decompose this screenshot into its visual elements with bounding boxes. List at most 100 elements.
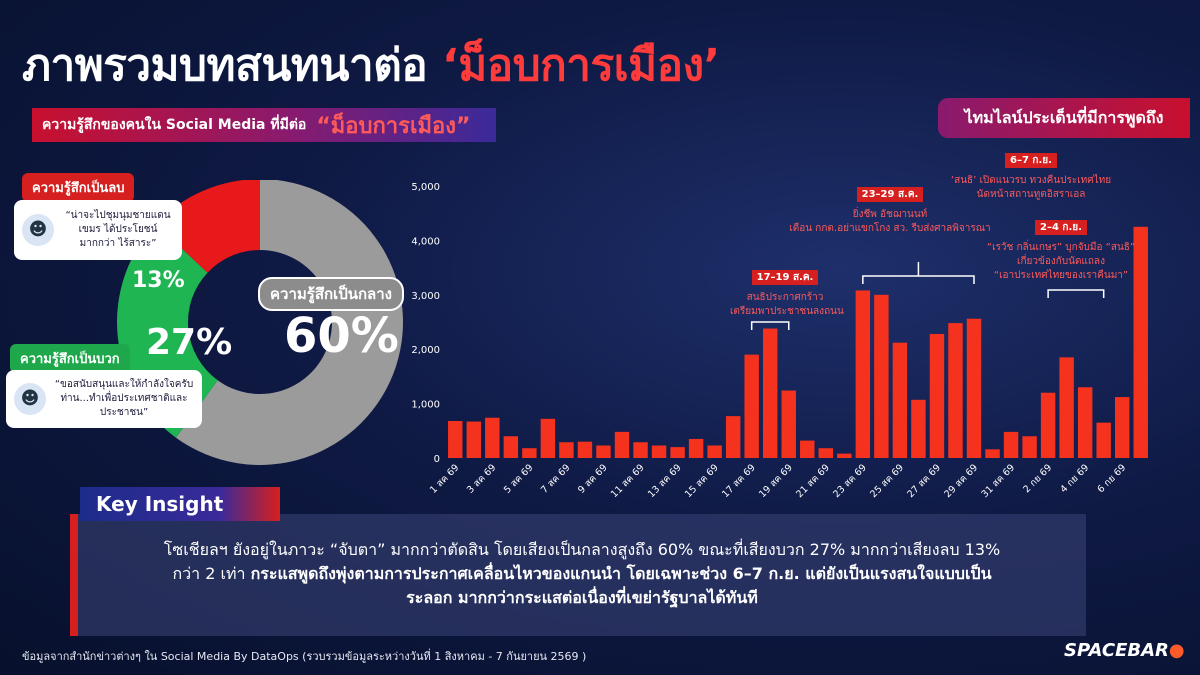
spacebar-logo: SPACEBAR● [1064,640,1185,661]
bar [1022,436,1037,458]
negative-quote-card: ☻ “น่าจะไปชุมนุมชายแดน เขมร ได้ประโยชน์ม… [14,200,182,260]
x-tick-label: 29 สค 69 [942,462,980,500]
event-line: สนธิประกาศกร้าว [746,292,824,303]
positive-label: ความรู้สึกเป็นบวก [10,344,130,373]
x-tick-label: 21 สค 69 [794,462,832,500]
bar [1096,422,1111,458]
x-tick-label: 5 สค 69 [502,462,535,495]
bar [818,448,834,458]
positive-quote: “ขอสนับสนุนและให้กำลังใจครับ ท่าน...ทำเพ… [54,379,194,418]
negative-label: ความรู้สึกเป็นลบ [22,173,135,202]
x-tick-label: 7 สค 69 [539,462,572,495]
bar [744,354,759,458]
title-prefix: ภาพรวมบทสนทนาต่อ [22,40,428,91]
key-insight-line2-bold: กระแสพูดถึงพุ่งตามการประกาศเคลื่อนไหวของ… [250,564,992,583]
bar [762,328,778,458]
sentiment-banner-text: ความรู้สึกของคนใน Social Media ที่มีต่อ [42,117,307,133]
key-insight-line2: กว่า 2 เท่า กระแสพูดถึงพุ่งตามการประกาศเ… [98,562,1066,586]
bar [688,438,704,458]
bar [1114,397,1130,458]
bar [929,333,945,458]
y-tick-label: 2,000 [411,345,440,356]
key-insight-line3-bold: ระลอก มากกว่ากระแสต่อเนื่องที่เขย่ารัฐบา… [406,588,758,607]
logo-text: SPACEBAR [1064,640,1169,661]
positive-pct: 27% [146,322,233,363]
bar [985,449,1000,458]
key-insight-line3: ระลอก มากกว่ากระแสต่อเนื่องที่เขย่ารัฐบา… [98,586,1066,610]
donut-slice-neutral [175,180,403,465]
positive-quote-card: ☻ “ขอสนับสนุนและให้กำลังใจครับ ท่าน...ทำ… [6,370,202,428]
bar [522,448,537,458]
bar [503,436,519,458]
bar [855,290,871,458]
bar [614,431,630,458]
bar [1040,392,1056,458]
sentiment-banner-highlight: “ม็อบการเมือง” [316,113,471,139]
bar [1133,226,1148,458]
y-tick-label: 1,000 [411,400,440,411]
y-axis: 0 1,000 2,000 3,000 4,000 5,000 [411,182,440,465]
event-text: สนธิประกาศกร้าว เตรียมพาประชาชนลงถนน [730,291,844,319]
x-tick-label: 31 สค 69 [979,462,1017,500]
avatar-icon: ☻ [14,383,46,415]
event-text: ‘สนธิ’ เปิดแนวรบ ทวงคืนประเทศไทย นัดหน้า… [946,174,1116,202]
x-tick-label: 1 สค 69 [428,462,461,495]
bar [948,323,963,458]
key-insight-line1: โซเชียลฯ ยังอยู่ในภาวะ “จับตา” มากกว่าตั… [163,540,1001,559]
bar [725,416,741,458]
title-highlight: ‘ม็อบการเมือง’ [442,40,720,91]
x-tick-label: 2 กย 69 [1021,462,1054,495]
source-footer: ข้อมูลจากสำนักข่าวต่างๆ ใน Social Media … [22,650,587,663]
bar [448,421,463,458]
neutral-label: ความรู้สึกเป็นกลาง [258,277,404,311]
y-tick-label: 4,000 [411,236,440,247]
bar [633,442,648,458]
bar [596,445,611,458]
x-tick-label: 4 กย 69 [1058,462,1091,495]
event-date: 6–7 ก.ย. [1005,153,1057,168]
bar [559,442,574,458]
x-tick-label: 13 สค 69 [646,462,684,500]
bar [485,417,500,458]
key-insight-line2-plain: กว่า 2 เท่า [172,564,251,583]
page-title: ภาพรวมบทสนทนาต่อ ‘ม็อบการเมือง’ [22,30,720,100]
event-aug23: 23–29 ส.ค. ยิ่งชีพ อัชฌานนท์ เตือน กกต.อ… [760,182,1020,236]
x-tick-label: 27 สค 69 [905,462,943,500]
bar [781,390,796,458]
bar [466,421,482,458]
event-aug17: 17–19 ส.ค. สนธิประกาศกร้าว เตรียมพาประชา… [730,265,844,319]
event-text: ยิ่งชีพ อัชฌานนท์ เตือน กกต.อย่าแขกโกง ส… [760,208,1020,236]
avatar-icon: ☻ [22,214,54,246]
bar [670,447,685,458]
bar [837,453,852,458]
x-tick-label: 19 สค 69 [757,462,795,500]
x-tick-label: 3 สค 69 [465,462,498,495]
x-tick-label: 6 กย 69 [1095,462,1128,495]
event-line: นัดหน้าสถานทูตอิสราเอล [976,189,1086,200]
timeline-bracket [862,275,975,284]
timeline-bracket [1047,289,1105,298]
timeline-banner: ไทมไลน์ประเด็นที่มีการพูดถึง [938,98,1190,138]
bar [911,399,926,458]
x-tick-label: 17 สค 69 [720,462,758,500]
logo-dot: ● [1168,640,1185,661]
event-line: ยิ่งชีพ อัชฌานนท์ [852,209,928,220]
event-date: 23–29 ส.ค. [856,187,924,202]
event-sep2: 2–4 ก.ย. “เรวัช กลิ่นเกษร” บุกจับมือ “สน… [986,215,1136,283]
bar [577,441,593,458]
bar [892,342,908,458]
x-tick-label: 23 สค 69 [831,462,869,500]
bar [651,445,667,458]
event-line: “เอาประเทศไทยของเราคืนมา” [993,270,1129,281]
event-date: 2–4 ก.ย. [1035,220,1087,235]
bar [966,318,982,458]
timeline-brackets [750,262,1105,330]
sentiment-banner: ความรู้สึกของคนใน Social Media ที่มีต่อ … [32,108,496,142]
bar [707,445,722,458]
bar [800,440,815,458]
timeline-bracket [750,321,790,330]
donut-slice-negative [155,180,260,273]
negative-pct: 13% [132,268,185,293]
x-axis: 1 สค 69 3 สค 69 5 สค 69 7 สค 69 9 สค 69 11 สค… [428,462,1128,500]
event-line: เตือน กกต.อย่าแขกโกง สว. รีบส่งศาลพิจารณ… [789,223,991,234]
